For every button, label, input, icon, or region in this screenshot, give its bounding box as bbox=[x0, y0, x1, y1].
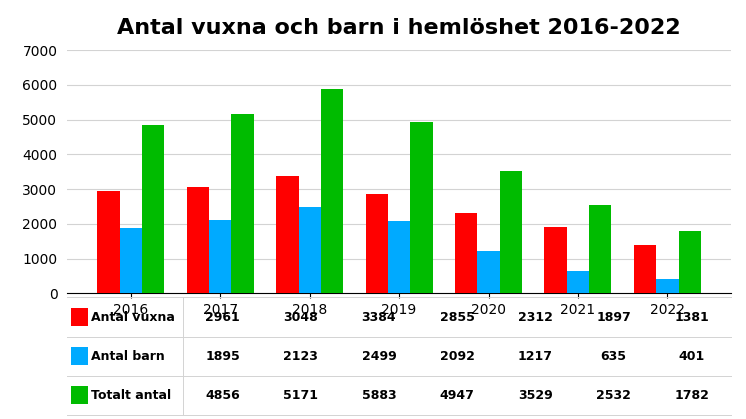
Text: Totalt antal: Totalt antal bbox=[91, 389, 172, 402]
Bar bbox=[545, 228, 567, 293]
Text: 5171: 5171 bbox=[283, 389, 319, 402]
Text: 2092: 2092 bbox=[440, 349, 474, 363]
Bar bbox=[500, 171, 522, 293]
Bar bbox=[186, 187, 209, 293]
Bar bbox=[366, 194, 388, 293]
Bar bbox=[634, 246, 656, 293]
Text: 4947: 4947 bbox=[440, 389, 474, 402]
Bar bbox=[567, 271, 589, 293]
Text: 1782: 1782 bbox=[674, 389, 709, 402]
Text: 5883: 5883 bbox=[362, 389, 396, 402]
Bar bbox=[679, 231, 701, 293]
Text: 1895: 1895 bbox=[205, 349, 239, 363]
Text: 3048: 3048 bbox=[283, 310, 318, 323]
Text: 4856: 4856 bbox=[205, 389, 239, 402]
Text: 635: 635 bbox=[601, 349, 627, 363]
Bar bbox=[455, 213, 477, 293]
Bar bbox=[142, 125, 164, 293]
Bar bbox=[298, 207, 321, 293]
Bar bbox=[477, 251, 500, 293]
Bar bbox=[97, 191, 119, 293]
Text: 3529: 3529 bbox=[518, 389, 553, 402]
Bar bbox=[119, 228, 142, 293]
Bar bbox=[388, 221, 410, 293]
Text: 2123: 2123 bbox=[283, 349, 318, 363]
Bar bbox=[410, 122, 433, 293]
Text: 2961: 2961 bbox=[205, 310, 239, 323]
Text: 2499: 2499 bbox=[362, 349, 396, 363]
Text: Antal vuxna: Antal vuxna bbox=[91, 310, 175, 323]
Text: 2532: 2532 bbox=[596, 389, 631, 402]
Bar bbox=[589, 205, 612, 293]
Bar bbox=[231, 114, 254, 293]
Text: 1381: 1381 bbox=[674, 310, 709, 323]
Text: 401: 401 bbox=[679, 349, 705, 363]
Text: 3384: 3384 bbox=[362, 310, 396, 323]
Bar bbox=[321, 89, 343, 293]
Text: 1897: 1897 bbox=[596, 310, 631, 323]
Text: 1217: 1217 bbox=[518, 349, 553, 363]
Text: Antal barn: Antal barn bbox=[91, 349, 165, 363]
Text: 2312: 2312 bbox=[518, 310, 553, 323]
Bar bbox=[276, 176, 298, 293]
Title: Antal vuxna och barn i hemlöshet 2016-2022: Antal vuxna och barn i hemlöshet 2016-20… bbox=[117, 18, 681, 38]
Text: 2855: 2855 bbox=[440, 310, 474, 323]
Bar bbox=[656, 279, 679, 293]
Bar bbox=[209, 220, 231, 293]
